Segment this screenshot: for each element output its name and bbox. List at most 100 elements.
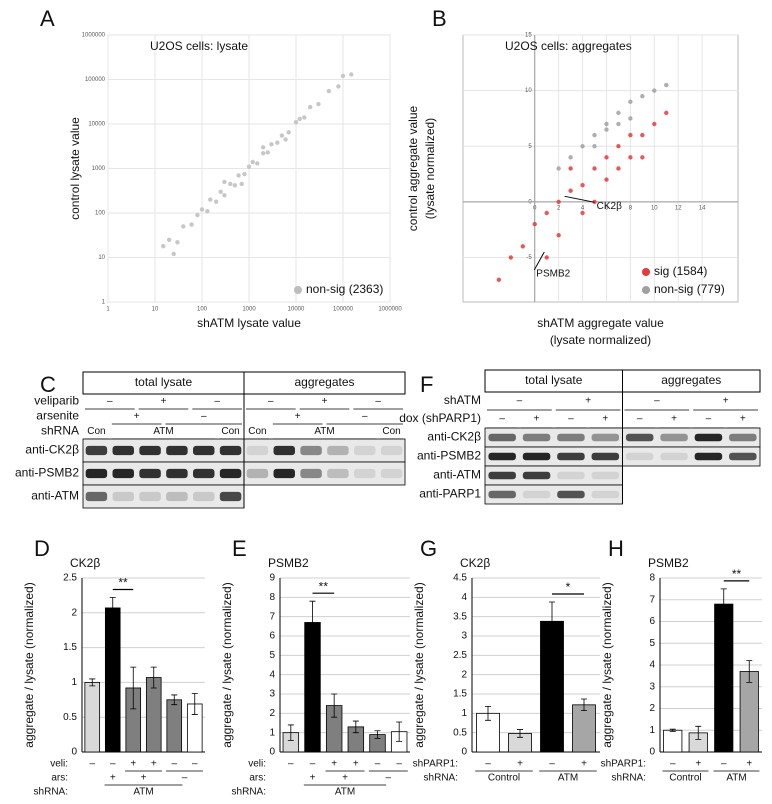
- error-bar: [309, 600, 316, 645]
- blot-band: [112, 468, 134, 479]
- point: [213, 199, 219, 204]
- panel-letter: A: [40, 6, 55, 31]
- error-bar: [130, 666, 137, 710]
- blot-band: [729, 433, 757, 442]
- blot-cell: Con: [248, 426, 266, 437]
- point: [616, 110, 621, 116]
- condition-label: +: [342, 773, 348, 784]
- x-tick-label: 10: [152, 307, 159, 313]
- point: [628, 99, 633, 104]
- panel-letter: C: [40, 372, 56, 397]
- blot-cell: –: [375, 396, 381, 407]
- bar: [714, 603, 734, 753]
- y-tick-label: 6: [269, 631, 275, 642]
- condition-name: shRNA:: [232, 787, 266, 798]
- y-tick-label: 2: [649, 703, 655, 714]
- y-tick-label: 1.5: [453, 689, 467, 700]
- y-tick-label: 1: [71, 677, 77, 688]
- annotation: PSMB2: [536, 269, 570, 280]
- blot-band: [112, 491, 134, 502]
- blot-row-name: shATM: [444, 393, 481, 407]
- y-tick-label: 10: [525, 88, 532, 94]
- annotation-line: [564, 195, 595, 203]
- y-tick-label: 0: [461, 747, 467, 758]
- blot-band: [327, 468, 349, 479]
- point: [279, 133, 285, 138]
- blot-band: [327, 445, 349, 456]
- condition-name: veli:: [50, 759, 68, 770]
- blot-row-name: shRNA: [41, 424, 79, 438]
- y-tick-label: 4: [649, 660, 655, 671]
- condition-name: veli:: [248, 759, 266, 770]
- x-tick-label: 14: [699, 205, 706, 211]
- point: [340, 73, 346, 79]
- panel-letter: B: [432, 6, 447, 31]
- blot-band: [354, 445, 376, 456]
- point: [580, 144, 585, 149]
- blot-band: [522, 433, 551, 442]
- y-tick-label: -5: [526, 255, 532, 261]
- point: [239, 181, 244, 187]
- x-tick-label: 10: [651, 205, 658, 211]
- blot-band: [166, 468, 188, 479]
- error-bar: [517, 729, 523, 738]
- blot-cell: +: [322, 396, 328, 407]
- chart-title: PSMB2: [268, 556, 309, 570]
- condition-label: +: [517, 759, 523, 770]
- blot-probe-name: anti-ATM: [31, 489, 79, 503]
- error-bar: [746, 660, 753, 683]
- y-tick-label: 4: [461, 592, 467, 603]
- error-bar: [287, 724, 294, 741]
- point: [556, 233, 561, 238]
- condition-name: shPARP1:: [413, 759, 458, 770]
- y-tick-label: 8: [269, 592, 275, 603]
- x-tick-label: 2: [557, 205, 561, 211]
- blot-band: [557, 490, 585, 499]
- significance-label: **: [118, 576, 128, 590]
- panel-letter: G: [420, 536, 437, 561]
- significance-label: **: [319, 579, 329, 593]
- point: [556, 166, 561, 171]
- blot-cell: Con: [87, 426, 105, 437]
- condition-name: shRNA:: [612, 773, 646, 784]
- blot-band: [139, 468, 161, 479]
- legend-swatch: [294, 286, 302, 294]
- point: [640, 155, 645, 160]
- y-tick-label: 2: [71, 607, 77, 618]
- blot-band: [300, 468, 322, 479]
- blot-band: [85, 445, 108, 456]
- error-bar: [549, 601, 555, 642]
- point: [640, 93, 645, 99]
- y-tick-label: 1: [269, 727, 275, 738]
- y-tick-label: 7: [649, 594, 655, 605]
- point: [208, 197, 213, 202]
- point: [568, 166, 573, 171]
- blot-band: [557, 433, 585, 442]
- x-tick-label: 6: [605, 205, 609, 211]
- y-axis-label: aggregate / lysate (normalized): [600, 582, 614, 747]
- point: [232, 183, 238, 188]
- error-bar: [669, 728, 676, 732]
- blot-probe-name: anti-CK2β: [427, 430, 481, 444]
- point: [616, 144, 621, 149]
- point: [181, 224, 186, 229]
- y-tick-label: 2: [461, 669, 467, 680]
- y-tick-label: 1: [102, 300, 106, 306]
- y-tick-label: 2.5: [63, 573, 77, 584]
- point: [260, 145, 266, 150]
- chart-title: U2OS cells: aggregates: [505, 39, 632, 53]
- y-tick-label: 5: [528, 144, 532, 150]
- chart-title: CK2β: [460, 556, 490, 570]
- x-axis-label: shATM lysate value: [197, 316, 301, 330]
- blot-band: [694, 452, 723, 461]
- point: [532, 221, 537, 227]
- y-tick-label: 10000: [88, 122, 105, 128]
- condition-label: +: [695, 759, 701, 770]
- point: [199, 207, 205, 212]
- error-bar: [150, 666, 157, 689]
- blot-cell: +: [602, 414, 608, 425]
- significance-label: *: [566, 580, 571, 594]
- point: [544, 210, 549, 216]
- blot-band: [193, 468, 215, 479]
